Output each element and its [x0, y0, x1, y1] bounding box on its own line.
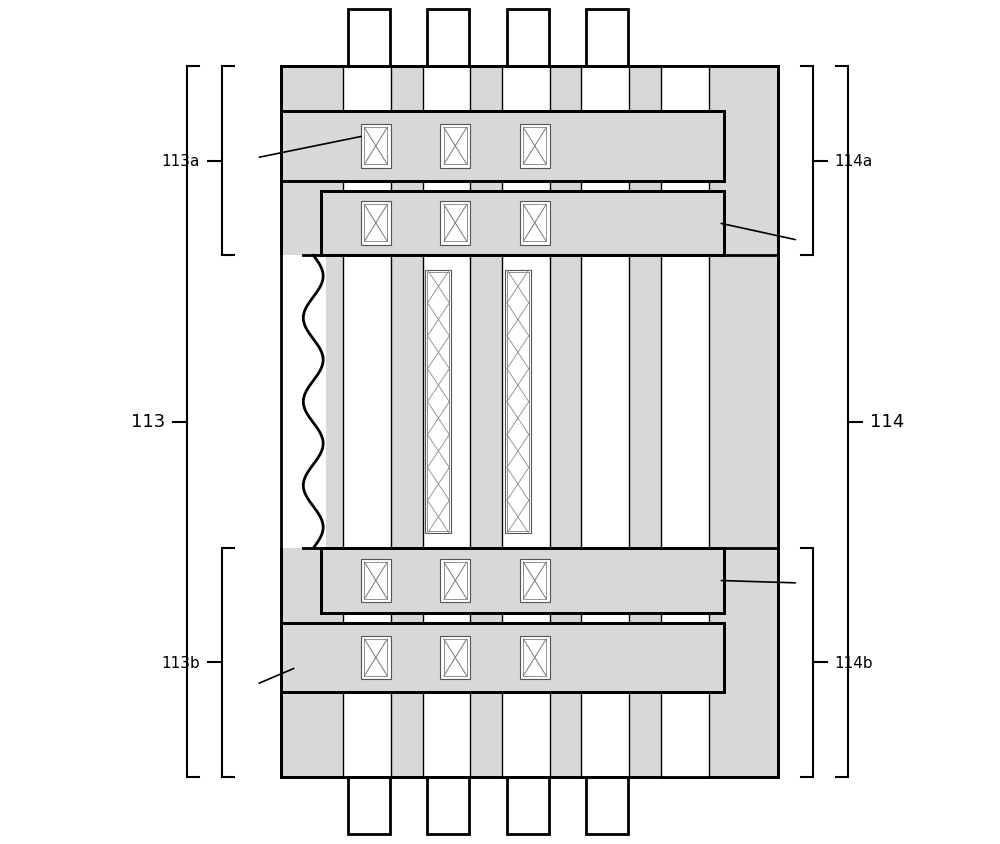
Bar: [427, 10, 469, 68]
Bar: [661, 68, 709, 776]
Bar: [505, 271, 531, 533]
Bar: [523, 562, 546, 599]
Bar: [440, 202, 470, 246]
Bar: [507, 776, 549, 834]
Bar: [523, 205, 546, 242]
Text: 114: 114: [870, 413, 904, 431]
Bar: [364, 562, 387, 599]
Bar: [586, 776, 628, 834]
Bar: [440, 636, 470, 679]
Bar: [425, 271, 451, 533]
Text: 114b: 114b: [835, 655, 873, 670]
Bar: [427, 776, 469, 834]
Bar: [281, 623, 724, 692]
Bar: [364, 639, 387, 676]
Bar: [427, 273, 449, 532]
Bar: [520, 125, 550, 169]
Bar: [321, 549, 724, 613]
Bar: [364, 205, 387, 242]
Bar: [444, 128, 467, 165]
Bar: [348, 10, 390, 68]
Bar: [586, 10, 628, 68]
Bar: [507, 10, 549, 68]
Bar: [520, 559, 550, 603]
Bar: [444, 639, 467, 676]
Text: 113b: 113b: [161, 655, 200, 670]
Text: 113a: 113a: [162, 154, 200, 169]
Bar: [348, 776, 390, 834]
Bar: [444, 562, 467, 599]
Bar: [281, 68, 778, 776]
Bar: [343, 68, 391, 776]
Bar: [364, 128, 387, 165]
Text: 113: 113: [131, 413, 165, 431]
Bar: [440, 125, 470, 169]
Bar: [281, 112, 724, 181]
Bar: [523, 128, 546, 165]
Bar: [523, 639, 546, 676]
Bar: [520, 202, 550, 246]
Bar: [361, 559, 391, 603]
Bar: [440, 559, 470, 603]
Bar: [361, 202, 391, 246]
Text: 114a: 114a: [835, 154, 873, 169]
Bar: [444, 205, 467, 242]
Bar: [507, 273, 529, 532]
Bar: [520, 636, 550, 679]
Bar: [272, 256, 326, 549]
Bar: [321, 192, 724, 256]
Bar: [502, 68, 550, 776]
Bar: [361, 636, 391, 679]
Bar: [423, 68, 470, 776]
Bar: [361, 125, 391, 169]
Bar: [581, 68, 629, 776]
